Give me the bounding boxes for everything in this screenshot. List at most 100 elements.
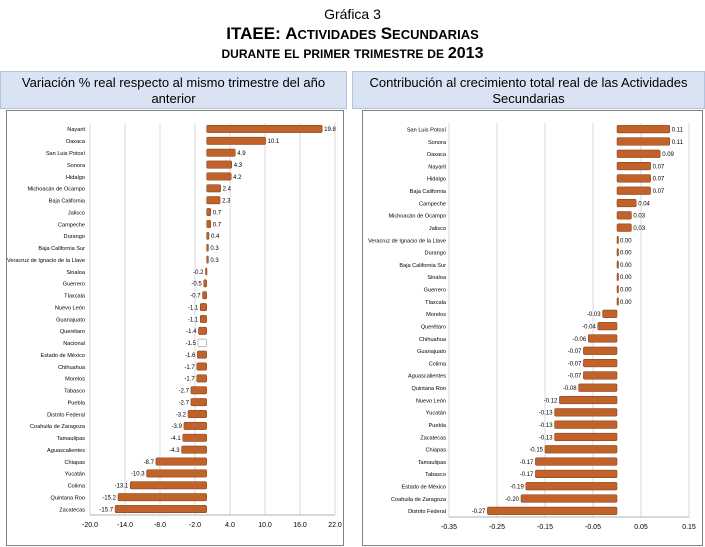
bar: [616, 149, 661, 158]
bar: [554, 432, 618, 442]
category-label: Michoacán de Ocampo: [27, 187, 85, 193]
value-label: -0.27: [472, 509, 486, 515]
category-label: Guerrero: [424, 288, 446, 294]
bar: [206, 196, 221, 205]
bar: [616, 198, 637, 208]
value-label: -3.9: [172, 424, 183, 430]
value-label: 10.1: [268, 139, 280, 145]
category-label: Tamaulipas: [418, 460, 446, 466]
value-label: 0.00: [620, 275, 632, 281]
category-label: Quintana Roo: [50, 495, 85, 501]
x-tick-label: 0.05: [634, 524, 648, 531]
bar: [206, 125, 323, 133]
bar: [616, 137, 671, 146]
value-label: -0.13: [539, 435, 553, 441]
value-label: -0.08: [563, 386, 577, 392]
x-tick-label: -2.0: [189, 522, 201, 529]
category-label: Chihuahua: [419, 337, 447, 343]
category-label: Querétaro: [421, 324, 446, 330]
bar: [616, 174, 651, 183]
value-label: 0.00: [620, 288, 632, 294]
value-label: -0.03: [587, 312, 601, 318]
category-label: Aguascalientes: [47, 448, 85, 454]
figure-label: Gráfica 3: [324, 6, 381, 22]
value-label: 0.09: [662, 152, 674, 158]
x-tick-label: -0.35: [441, 524, 457, 531]
value-label: -0.5: [191, 282, 202, 288]
category-label: Quintana Roo: [411, 386, 446, 392]
bar: [616, 248, 619, 257]
variation-chart-svg: -20.0 -14.0 -8.0 -2.0 4.0 10.0 16.0 22.0 Nayarit…: [7, 123, 342, 529]
value-label: -0.06: [573, 337, 587, 343]
category-label: Puebla: [429, 423, 447, 429]
bar: [583, 371, 618, 380]
category-label: Tabasco: [425, 472, 446, 478]
bar: [198, 326, 207, 335]
value-label: 0.00: [620, 251, 632, 257]
value-label: -0.7: [190, 294, 201, 300]
bar: [206, 220, 212, 228]
category-label: Chiapas: [64, 460, 85, 466]
value-label: 4.9: [237, 151, 246, 157]
category-label: Coahuila de Zaragoza: [30, 424, 86, 430]
value-label: -0.17: [520, 460, 534, 466]
value-label: 0.3: [210, 246, 219, 252]
bar: [200, 303, 207, 312]
category-label: Baja California Sur: [38, 246, 85, 252]
category-label: Nayarit: [428, 164, 446, 170]
category-label: Morelos: [65, 377, 85, 383]
bar: [535, 457, 618, 466]
value-label: 0.7: [213, 222, 222, 228]
value-label: 0.11: [672, 127, 684, 133]
value-label: -0.13: [539, 411, 553, 417]
category-label: Sinaloa: [427, 275, 447, 281]
value-label: -8.7: [144, 460, 155, 466]
category-label: Guanajuato: [417, 349, 446, 355]
category-label: San Luis Potosí: [46, 151, 86, 157]
bar: [206, 255, 209, 264]
bar: [616, 223, 632, 232]
variation-chart-panel: -20.0 -14.0 -8.0 -2.0 4.0 10.0 16.0 22.0 Nayarit…: [6, 110, 344, 546]
category-label: Chiapas: [425, 448, 446, 454]
bar: [190, 386, 207, 395]
bar: [583, 346, 618, 355]
value-label: -4.3: [169, 448, 180, 454]
bar: [602, 309, 618, 318]
value-label: -0.19: [510, 485, 524, 491]
category-label: Colima: [68, 484, 86, 490]
bar: [616, 162, 651, 171]
value-label: -1.4: [186, 329, 197, 335]
value-label: -0.17: [520, 472, 534, 478]
figure-subtitle: DURANTE EL PRIMER TRIMESTRE DE 2013: [221, 45, 484, 62]
bar: [206, 148, 236, 157]
category-label: Tabasco: [64, 389, 85, 395]
category-label: Hidalgo: [427, 177, 446, 183]
bar: [130, 481, 207, 490]
value-label: 19.8: [324, 127, 336, 133]
bar: [196, 374, 207, 383]
category-label: Puebla: [68, 400, 86, 406]
value-label: -1.6: [185, 353, 196, 359]
value-label: 0.3: [210, 258, 219, 264]
bar: [583, 359, 618, 368]
category-label: Coahuila de Zaragoza: [391, 497, 447, 503]
category-label: Durango: [425, 251, 446, 257]
x-tick-label: -14.0: [117, 522, 133, 529]
x-tick-label: -0.05: [585, 524, 601, 531]
bar: [197, 338, 207, 347]
value-label: -0.15: [529, 448, 543, 454]
category-label: Morelos: [426, 312, 446, 318]
category-label: Nuevo León: [55, 305, 85, 311]
bar: [181, 445, 207, 454]
value-label: 0.4: [211, 234, 220, 240]
left-chart-title: Variación % real respecto al mismo trime…: [0, 71, 347, 109]
value-label: 0.11: [672, 140, 684, 146]
category-label: Tlaxcala: [64, 294, 86, 300]
category-label: Distrito Federal: [47, 412, 85, 418]
x-tick-label: -8.0: [154, 522, 166, 529]
bar: [190, 398, 207, 407]
x-tick-label: 10.0: [258, 522, 272, 529]
bar: [146, 469, 207, 478]
bar: [554, 420, 618, 429]
bar: [616, 186, 651, 195]
